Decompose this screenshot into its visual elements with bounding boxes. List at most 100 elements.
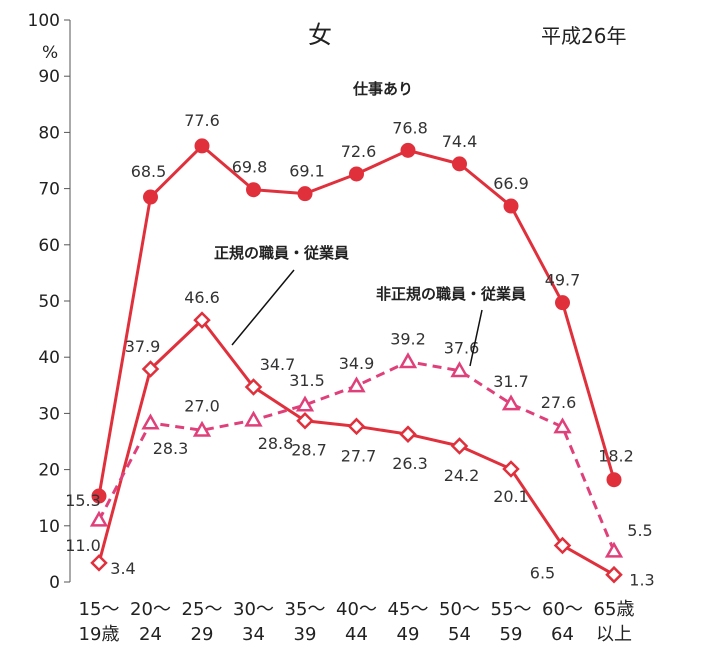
marker-triangle	[501, 394, 521, 411]
leader-line	[469, 309, 483, 367]
y-tick-label: 20	[38, 461, 60, 481]
x-tick-label-line1: 45～	[388, 599, 429, 620]
y-axis-label: %	[42, 43, 58, 63]
marker-circle	[91, 488, 107, 504]
marker-diamond	[450, 437, 469, 455]
data-label: 28.8	[258, 434, 294, 453]
data-label: 20.1	[493, 487, 529, 506]
marker-triangle	[450, 361, 469, 378]
x-tick-label-line2: 19歳	[79, 624, 120, 645]
x-tick-label-line1: 20～	[130, 599, 171, 620]
marker-diamond	[605, 565, 623, 584]
x-tick-label-line2: 以上	[596, 624, 632, 645]
data-label: 28.3	[153, 439, 189, 458]
marker-diamond	[193, 311, 211, 329]
data-label: 18.2	[598, 447, 634, 466]
marker-diamond	[141, 360, 160, 378]
marker-diamond	[244, 378, 263, 396]
series-name-label: 仕事あり	[352, 80, 413, 98]
data-label: 69.1	[289, 162, 325, 181]
x-tick-label-line1: 15～	[79, 599, 120, 620]
data-label: 76.8	[392, 118, 428, 137]
x-tick-label-line1: 25～	[182, 599, 223, 620]
marker-circle	[400, 142, 416, 158]
marker-triangle	[347, 376, 366, 393]
marker-circle	[555, 295, 570, 311]
data-label: 27.0	[184, 396, 220, 415]
marker-circle	[452, 156, 467, 172]
y-tick-label: 90	[38, 67, 60, 87]
y-tick-label: 30	[38, 404, 60, 424]
marker-diamond	[296, 411, 314, 430]
marker-triangle	[295, 395, 315, 412]
x-tick-label-line1: 40～	[336, 599, 377, 620]
marker-circle	[194, 138, 210, 154]
x-tick-label-line1: 30～	[233, 599, 274, 620]
marker-circle	[503, 198, 519, 214]
y-ticks: 0 10 20 30 40 50 60 70 80 90 100	[28, 11, 70, 593]
marker-triangle	[141, 413, 160, 430]
data-label: 77.6	[184, 111, 220, 130]
data-label: 37.9	[125, 337, 161, 356]
data-label: 69.8	[232, 158, 268, 177]
y-tick-label: 0	[49, 573, 60, 593]
marker-diamond	[347, 417, 366, 436]
data-label: 1.3	[629, 571, 654, 590]
leader-line	[231, 269, 295, 346]
data-label: 68.5	[131, 162, 167, 181]
marker-triangle	[604, 541, 624, 558]
marker-circle	[297, 186, 313, 202]
data-label: 11.0	[65, 536, 101, 555]
x-tick-label-line1: 50～	[439, 599, 480, 620]
y-tick-label: 80	[38, 123, 60, 143]
data-label: 39.2	[390, 330, 426, 349]
y-tick-label: 50	[38, 292, 60, 312]
marker-triangle	[553, 417, 572, 434]
marker-circle	[246, 182, 261, 198]
marker-triangle	[89, 510, 109, 527]
data-label: 66.9	[493, 174, 529, 193]
x-tick-label-line2: 34	[242, 624, 265, 645]
data-label: 34.7	[260, 355, 296, 374]
chart-subtitle: 平成26年	[541, 24, 626, 48]
x-tick-label-line2: 44	[345, 624, 368, 645]
y-tick-label: 60	[38, 236, 60, 256]
y-tick-label: 40	[38, 348, 60, 368]
data-label: 27.6	[541, 393, 577, 412]
x-tick-label-line2: 29	[191, 624, 214, 645]
data-label: 3.4	[110, 559, 135, 578]
marker-circle	[349, 166, 364, 182]
data-label: 6.5	[530, 563, 555, 582]
marker-diamond	[502, 460, 520, 478]
data-label: 5.5	[627, 521, 652, 540]
data-label: 28.7	[291, 441, 327, 460]
data-label: 15.3	[65, 491, 101, 510]
marker-triangle	[244, 410, 263, 427]
x-tick-label-line2: 39	[294, 624, 317, 645]
x-tick-label-line1: 35～	[285, 599, 326, 620]
y-tick-label: 100	[28, 11, 60, 31]
x-ticks: 15～ 19歳 20～ 24 25～ 29 30～ 34 35～ 39 40～ 44 45～ 49 50～ 5…	[79, 599, 635, 645]
data-label: 37.6	[444, 339, 480, 358]
series-name-label: 正規の職員・従業員	[214, 244, 349, 262]
marker-circle	[606, 472, 622, 488]
data-labels: 15.3 68.5 77.6 69.8 69.1 72.6 76.8 74.4 66.9 49.7…	[65, 111, 655, 590]
data-label: 74.4	[442, 132, 478, 151]
data-label: 46.6	[184, 288, 220, 307]
marker-circle	[143, 189, 158, 205]
data-label: 49.7	[545, 271, 581, 290]
series-markers	[89, 138, 624, 584]
data-label: 24.2	[444, 466, 480, 485]
x-tick-label-line2: 64	[551, 624, 574, 645]
data-label: 31.7	[493, 372, 529, 391]
x-tick-label-line1: 55～	[491, 599, 532, 620]
x-tick-label-line2: 54	[448, 624, 471, 645]
data-label: 34.9	[339, 354, 375, 373]
data-label: 26.3	[392, 454, 428, 473]
y-tick-label: 70	[38, 180, 60, 200]
series-name-label: 非正規の職員・従業員	[376, 285, 526, 303]
marker-triangle	[192, 420, 212, 437]
chart-title: 女	[308, 21, 332, 49]
marker-diamond	[553, 536, 572, 555]
